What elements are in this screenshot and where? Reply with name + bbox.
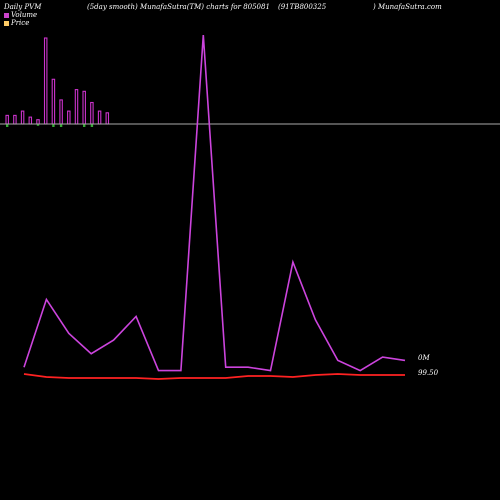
volume-bar	[105, 112, 110, 125]
price-change-bar	[52, 124, 55, 127]
volume-bar	[90, 101, 94, 125]
right-label-price: 99.50	[418, 369, 439, 377]
volume-bar	[82, 90, 86, 125]
chart-title-part4: ) MunafaSutra.com	[373, 3, 442, 11]
line-panel	[23, 34, 406, 380]
price-change-bar	[36, 124, 40, 126]
volume-bar	[13, 114, 17, 125]
price-line	[23, 373, 405, 380]
volume-bar	[5, 114, 9, 125]
price-change-bar	[83, 124, 86, 127]
legend-volume: Volume	[4, 11, 37, 19]
volume-bar	[51, 78, 56, 125]
price-change-bar	[59, 124, 63, 127]
legend-volume-label: Volume	[11, 11, 38, 19]
legend-volume-swatch	[4, 12, 9, 18]
volume-bar	[36, 119, 40, 125]
volume-line	[23, 34, 406, 372]
volume-bar	[28, 116, 33, 125]
price-change-bar	[6, 124, 9, 127]
legend-price: Price	[4, 19, 29, 27]
chart-title-part2: (5day smooth) MunafaSutra(TM) charts for…	[87, 3, 270, 11]
legend-price-swatch	[4, 20, 9, 26]
chart-title-part1: Daily PVM	[4, 3, 42, 11]
price-change-bar	[90, 124, 94, 127]
volume-bar	[97, 110, 102, 125]
volume-bar	[67, 110, 71, 125]
right-label-volume: 0M	[418, 354, 430, 362]
volume-bar	[74, 89, 79, 125]
chart-title-part3: (91TB800325	[278, 3, 327, 11]
volume-bars-panel	[5, 37, 110, 127]
volume-bar	[20, 110, 25, 125]
volume-bar	[59, 99, 63, 125]
legend-price-label: Price	[11, 19, 30, 27]
volume-bar	[43, 37, 48, 125]
